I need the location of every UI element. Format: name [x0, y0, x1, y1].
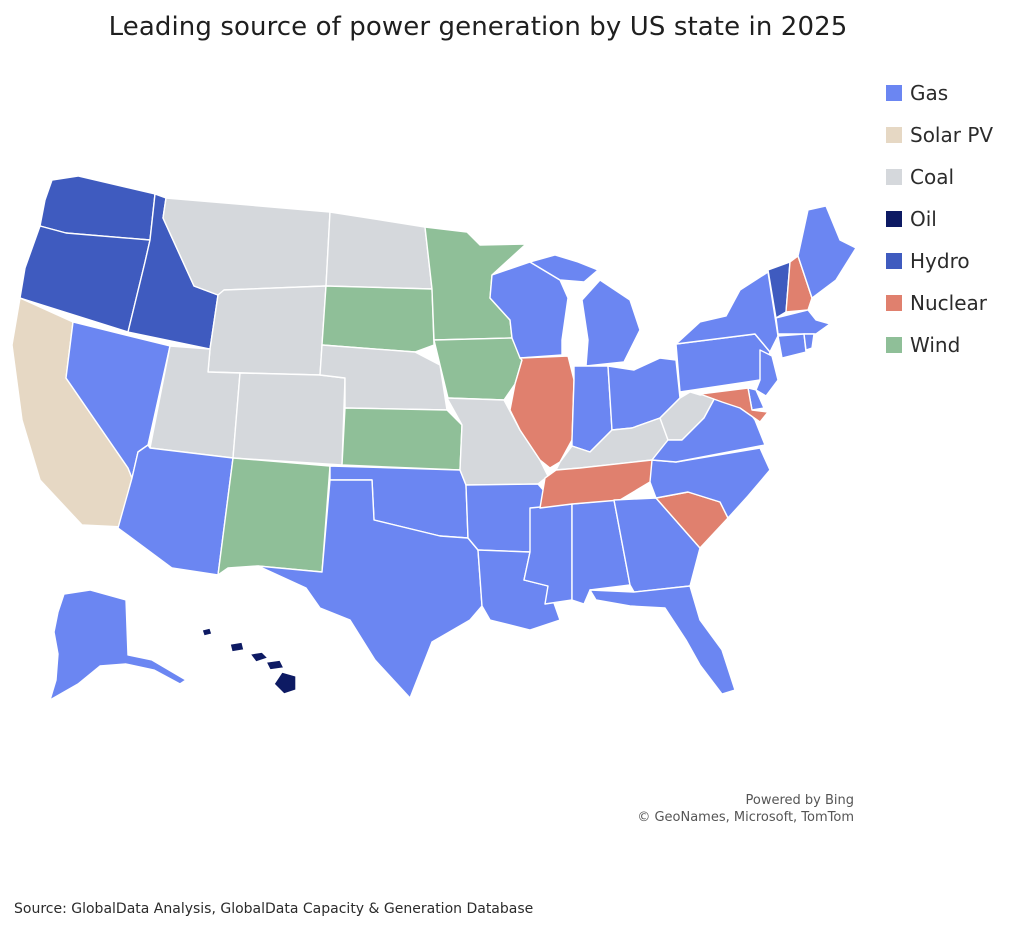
state-new-mexico [217, 457, 331, 576]
state-new-jersey [755, 349, 779, 397]
state-florida [589, 585, 736, 695]
state-texas [257, 479, 483, 699]
state-michigan [581, 279, 641, 367]
state-iowa [433, 337, 523, 401]
legend-swatch [886, 253, 902, 269]
legend-label: Gas [910, 81, 949, 105]
legend-item-wind: Wind [886, 324, 1024, 366]
legend-item-nuclear: Nuclear [886, 282, 1024, 324]
state-hawaii [201, 627, 297, 695]
source-note: Source: GlobalData Analysis, GlobalData … [14, 901, 534, 917]
state-south-dakota [321, 285, 435, 353]
legend-label: Coal [910, 165, 955, 189]
state-connecticut [777, 333, 807, 359]
state-new-hampshire [785, 255, 813, 313]
map-title: Leading source of power generation by US… [108, 12, 848, 42]
legend-swatch [886, 337, 902, 353]
legend-label: Oil [910, 207, 937, 231]
legend-swatch [886, 295, 902, 311]
legend-item-oil: Oil [886, 198, 1024, 240]
state-rhode-island [803, 333, 815, 351]
state-north-dakota [325, 211, 433, 290]
legend-label: Wind [910, 333, 961, 357]
map-attribution: Powered by Bing © GeoNames, Microsoft, T… [637, 792, 854, 826]
legend-item-gas: Gas [886, 72, 1024, 114]
legend-swatch [886, 127, 902, 143]
state-kansas [341, 407, 463, 471]
legend: Gas Solar PV Coal Oil Hydro Nuclear Wind [886, 72, 1024, 366]
legend-swatch [886, 211, 902, 227]
legend-swatch [886, 85, 902, 101]
attribution-powered-by: Powered by Bing [745, 793, 854, 808]
legend-label: Hydro [910, 249, 970, 273]
legend-item-hydro: Hydro [886, 240, 1024, 282]
legend-item-solar-pv: Solar PV [886, 114, 1024, 156]
state-massachusetts [775, 309, 831, 335]
legend-item-coal: Coal [886, 156, 1024, 198]
attribution-copyright: © GeoNames, Microsoft, TomTom [637, 810, 854, 825]
state-colorado [232, 372, 346, 466]
state-illinois [509, 355, 575, 469]
legend-label: Solar PV [910, 123, 994, 147]
state-north-carolina [649, 447, 771, 519]
state-alaska [49, 589, 187, 701]
legend-swatch [886, 169, 902, 185]
state-maine [797, 205, 857, 299]
legend-label: Nuclear [910, 291, 987, 315]
state-michigan-up [529, 254, 599, 283]
state-wyoming [207, 285, 327, 376]
state-maryland [699, 387, 769, 423]
state-arizona [117, 444, 234, 576]
